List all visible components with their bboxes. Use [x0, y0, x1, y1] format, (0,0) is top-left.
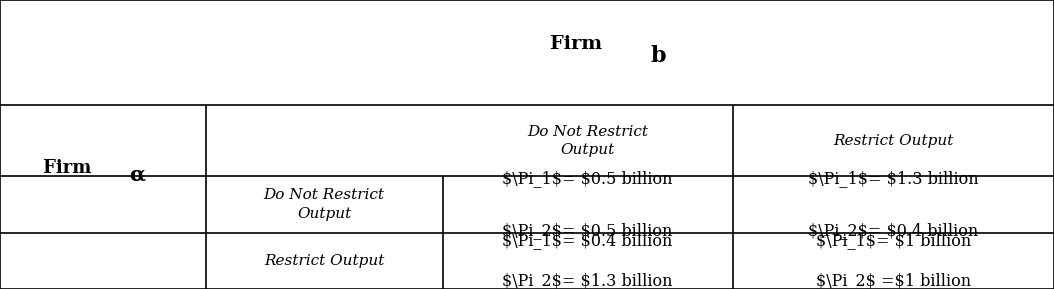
Text: Do Not Restrict
Output: Do Not Restrict Output [264, 188, 385, 221]
Text: Do Not Restrict
Output: Do Not Restrict Output [527, 125, 648, 157]
Text: $\Pi_1$= $0.4 billion: $\Pi_1$= $0.4 billion [503, 232, 672, 249]
Text: b: b [651, 45, 666, 67]
Text: Firm: Firm [550, 35, 609, 53]
Text: $\Pi_2$= $0.4 billion: $\Pi_2$= $0.4 billion [808, 222, 978, 239]
Text: $\Pi_2$= $0.5 billion: $\Pi_2$= $0.5 billion [503, 222, 672, 239]
Text: $\Pi_1$= $1 billion: $\Pi_1$= $1 billion [816, 232, 971, 249]
Text: Firm: Firm [43, 159, 98, 177]
Text: $\Pi_1$= $0.5 billion: $\Pi_1$= $0.5 billion [503, 170, 672, 187]
Text: Restrict Output: Restrict Output [833, 134, 954, 148]
Text: $\Pi_2$= $1.3 billion: $\Pi_2$= $1.3 billion [503, 273, 672, 289]
Text: $\Pi_1$= $1.3 billion: $\Pi_1$= $1.3 billion [808, 170, 978, 187]
Text: $\Pi_2$ =$1 billion: $\Pi_2$ =$1 billion [816, 273, 971, 289]
Text: α: α [130, 164, 145, 184]
Text: Restrict Output: Restrict Output [264, 254, 385, 268]
